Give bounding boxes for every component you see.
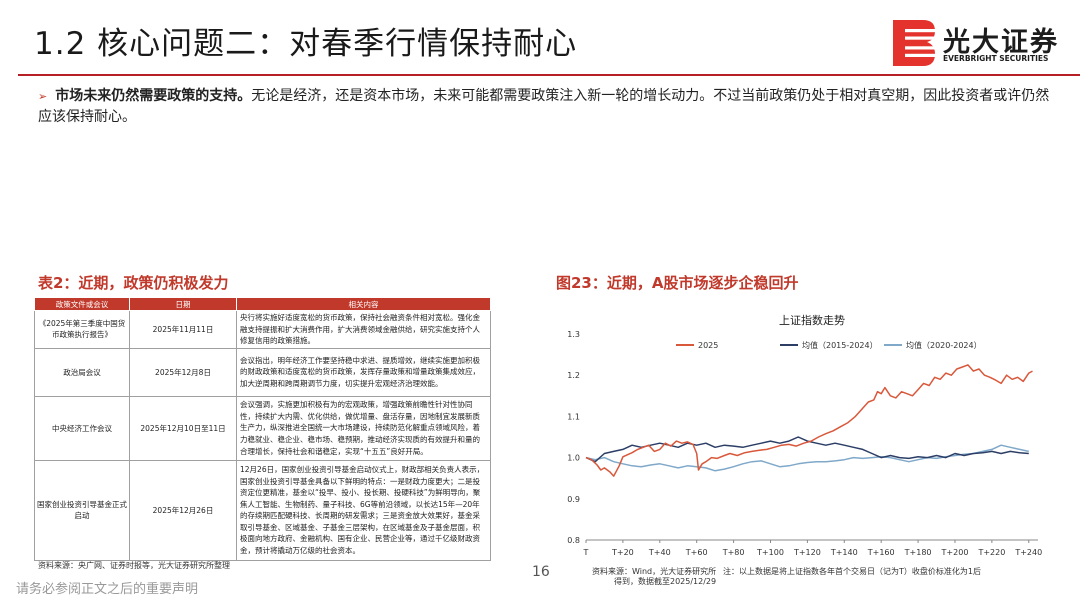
key-point-text: 无论是经济，还是资本市场，未来可能都需要政策注入新一轮的增长动力。不过当前政策仍… [38,88,1050,125]
logo-english-text: EVERBRIGHT SECURITIES [943,54,1049,63]
x-tick-label: T+180 [904,548,932,557]
x-tick-label: T+60 [685,548,708,557]
policy-content-cell: 会议强调，实施更加积极有为的宏观政策，增强政策前瞻性针对性协同性，持续扩大内需、… [236,395,491,461]
chart-caption: 图23：近期，A股市场逐步企稳回升 [556,274,799,292]
page-title: 1.2 核心问题二：对春季行情保持耐心 [34,26,578,62]
x-tick-label: T+240 [1014,548,1042,557]
chart-title: 上证指数走势 [779,313,845,327]
title-divider [18,74,1080,76]
policy-name-cell: 中央经济工作会议 [34,395,130,461]
table-header-row: 政策文件或会议 日期 相关内容 [34,297,491,311]
table-row: 国家创业投资引导基金正式启动 2025年12月26日 12月26日，国家创业投资… [34,459,491,561]
y-tick-label: 0.8 [567,536,580,545]
series-line [585,364,1033,477]
x-tick-label: T+220 [977,548,1005,557]
series-line [585,436,1029,463]
x-tick-label: T+120 [793,548,821,557]
y-tick-label: 1.0 [567,454,580,463]
table-row: 政治局会议 2025年12月8日 会议指出，明年经济工作要坚持稳中求进、提质增效… [34,347,491,397]
policy-name-cell: 《2025年第三季度中国货币政策执行报告》 [34,310,130,349]
x-tick-label: T+100 [756,548,784,557]
x-tick-label: T+40 [648,548,671,557]
x-tick-label: T+80 [722,548,745,557]
table-caption: 表2：近期，政策仍积极发力 [38,274,229,292]
policy-date-cell: 2025年12月10日至11日 [129,395,237,461]
y-tick-label: 1.2 [567,371,580,380]
table-row: 《2025年第三季度中国货币政策执行报告》 2025年11月11日 央行将实施好… [34,310,491,349]
policy-date-cell: 2025年11月11日 [129,310,237,349]
disclaimer-footer: 请务必参阅正文之后的重要声明 [16,582,199,597]
policy-name-cell: 政治局会议 [34,347,130,397]
table-row: 中央经济工作会议 2025年12月10日至11日 会议强调，实施更加积极有为的宏… [34,395,491,461]
company-logo: 光大证券 EVERBRIGHT SECURITIES [893,20,1068,68]
key-point-lead: 市场未来仍然需要政策的支持。 [55,88,252,104]
policy-content-cell: 12月26日，国家创业投资引导基金启动仪式上，财政部相关负责人表示，国家创业投资… [236,459,491,561]
logo-chinese-text: 光大证券 [943,27,1059,58]
x-tick-label: T+140 [830,548,858,557]
x-tick-label: T+200 [941,548,969,557]
policy-date-cell: 2025年12月8日 [129,347,237,397]
everbright-logo-icon [893,20,935,66]
index-trend-chart: 上证指数走势 2025 均值（2015-2024） 均值（2020-2024） 0.8 0… [567,313,1042,557]
legend-entry: 均值（2015-2024） [802,340,878,350]
y-tick-label: 1.3 [567,330,580,339]
column-header: 日期 [129,297,237,311]
column-header: 相关内容 [236,297,491,311]
x-tick-label: T [583,548,589,557]
policy-content-cell: 央行将实施好适度宽松的货币政策，保持社会融资条件相对宽松。强化金融支持提振和扩大… [236,310,491,349]
page-number: 16 [532,564,550,580]
chart-normalization-note: 注：以上数据是将上证指数各年首个交易日（记为T）收盘价标准化为1后 [723,567,981,576]
policy-content-cell: 会议指出，明年经济工作要坚持稳中求进、提质增效，继续实施更加积极的财政政策和适度… [236,347,491,397]
column-header: 政策文件或会议 [34,297,130,311]
chart-source-line-1: 资料来源：Wind，光大证券研究所 [592,567,717,576]
x-tick-label: T+160 [867,548,895,557]
bullet-arrow-icon: ➢ [38,90,48,103]
chart-source-line-2: 得到，数据截至2025/12/29 [614,577,717,586]
key-point-paragraph: ➢ 市场未来仍然需要政策的支持。无论是经济，还是资本市场，未来可能都需要政策注入新… [38,86,1058,128]
policy-table: 政策文件或会议 日期 相关内容 《2025年第三季度中国货币政策执行报告》 20… [34,297,491,561]
series-line [585,444,1029,472]
policy-date-cell: 2025年12月26日 [129,459,237,561]
table-source-note: 资料来源：央广网、证券时报等，光大证券研究所整理 [38,561,230,570]
y-tick-label: 0.9 [567,495,580,504]
policy-name-cell: 国家创业投资引导基金正式启动 [34,459,130,561]
legend-entry: 2025 [698,341,718,350]
x-tick-label: T+20 [611,548,634,557]
legend-entry: 均值（2020-2024） [906,340,982,350]
y-tick-label: 1.1 [567,412,580,421]
